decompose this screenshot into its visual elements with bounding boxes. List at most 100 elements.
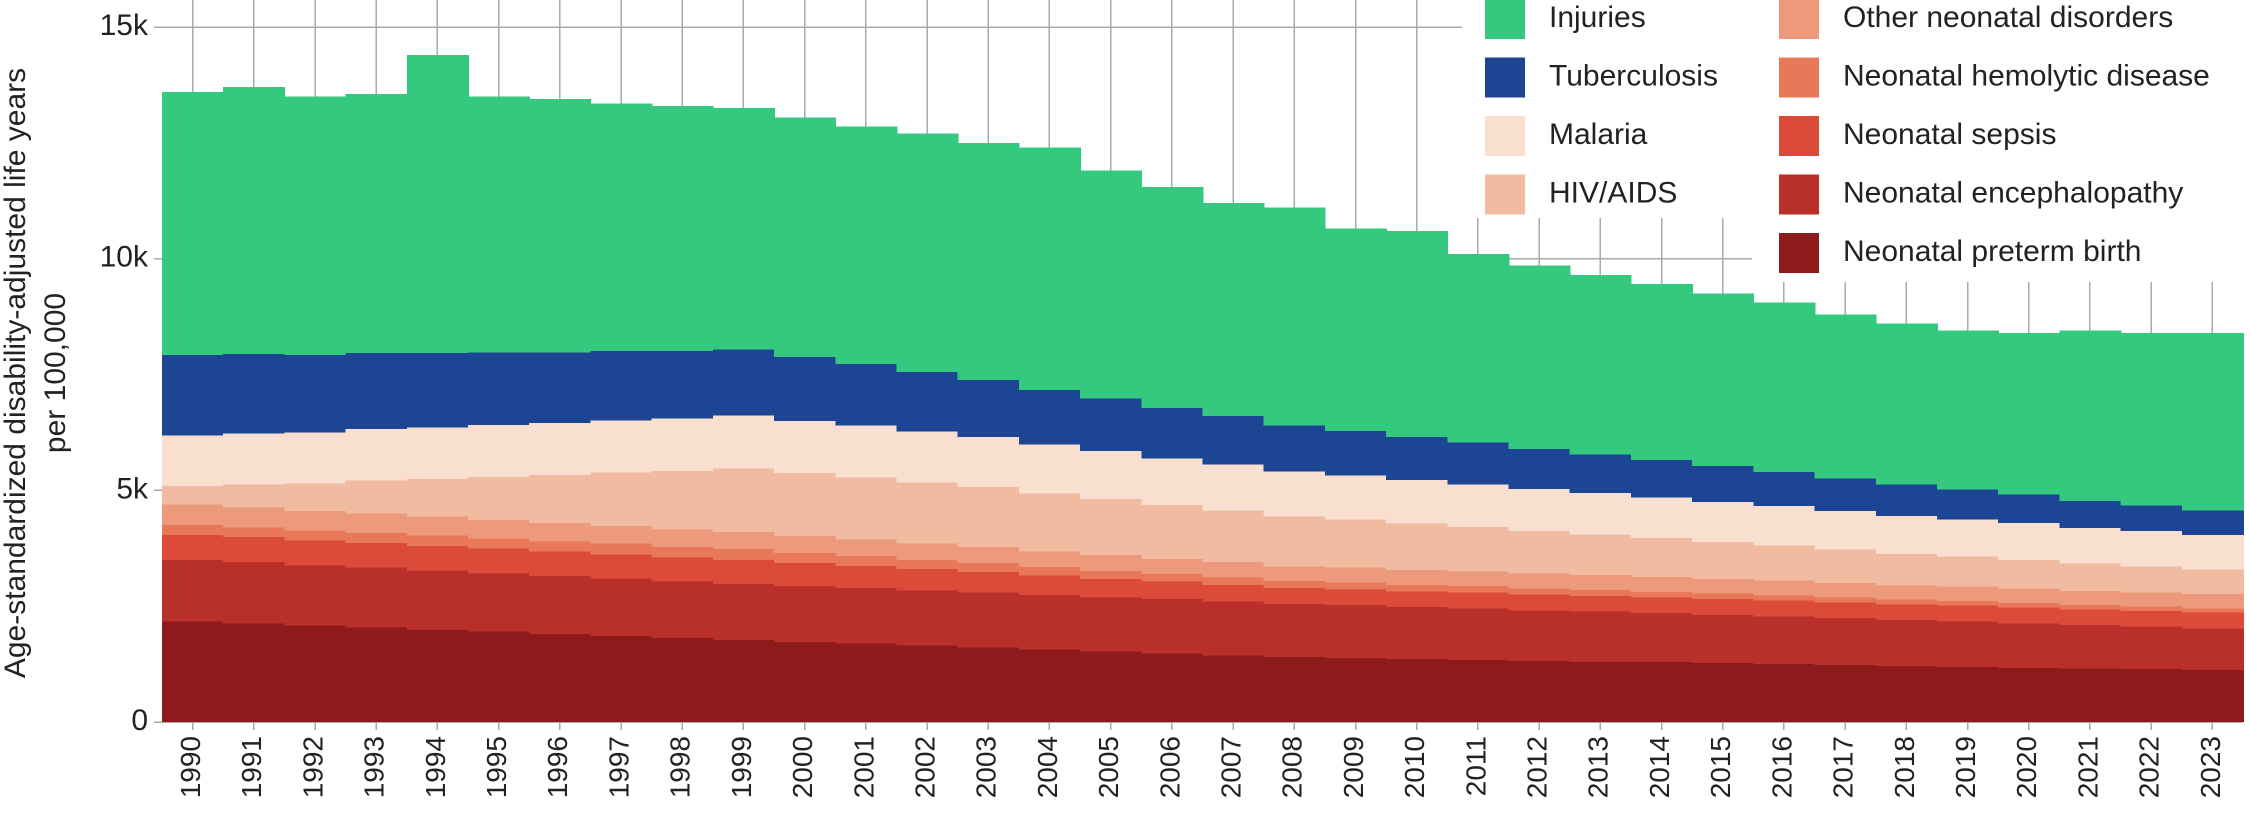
area-segment (1018, 493, 1081, 552)
x-tick-label: 1993 (359, 736, 390, 798)
area-segment (2059, 563, 2122, 591)
legend-swatch (1779, 116, 1819, 156)
area-segment (1080, 398, 1143, 451)
area-segment (2059, 527, 2122, 564)
area-segment (468, 519, 531, 539)
area-segment (2059, 668, 2122, 722)
legend-background (1752, 0, 2250, 282)
area-segment (1263, 588, 1326, 604)
area-segment (712, 549, 775, 560)
area-segment (2059, 330, 2122, 501)
area-segment (468, 476, 531, 520)
area-segment (651, 638, 714, 722)
area-segment (2120, 669, 2183, 722)
area-segment (468, 425, 531, 477)
area-segment (1018, 649, 1081, 722)
area-segment (1630, 613, 1693, 663)
area-segment (2120, 626, 2183, 670)
area-segment (1447, 571, 1510, 587)
area-segment (651, 581, 714, 639)
area-segment (1386, 230, 1449, 438)
area-segment (1080, 170, 1143, 399)
area-segment (1753, 580, 1816, 596)
x-tick-label: 2007 (1215, 736, 1246, 798)
area-segment (406, 516, 469, 536)
x-tick-label: 2001 (848, 736, 879, 798)
x-tick-label: 2004 (1032, 736, 1063, 798)
area-segment (1447, 592, 1510, 609)
area-segment (1936, 556, 1999, 587)
area-segment (1692, 593, 1755, 600)
area-segment (468, 573, 531, 632)
area-segment (1692, 541, 1755, 579)
area-segment (529, 98, 592, 353)
area-segment (1202, 203, 1265, 417)
area-segment (651, 470, 714, 530)
area-segment (957, 142, 1020, 381)
area-segment (774, 473, 837, 537)
area-segment (896, 482, 959, 544)
area-segment (1018, 389, 1081, 445)
area-segment (1141, 574, 1204, 582)
area-segment (345, 627, 408, 722)
area-segment (1692, 293, 1755, 467)
area-segment (2181, 594, 2244, 609)
area-segment (162, 504, 225, 526)
area-segment (1936, 605, 1999, 622)
area-segment (529, 576, 592, 634)
area-segment (1447, 442, 1510, 485)
area-segment (223, 527, 286, 538)
area-segment (1692, 614, 1755, 664)
x-tick-label: 2006 (1154, 736, 1185, 798)
x-tick-label: 1990 (175, 736, 206, 798)
area-segment (1324, 582, 1387, 590)
area-segment (406, 427, 469, 479)
area-segment (1630, 591, 1693, 598)
area-segment (1753, 471, 1816, 507)
area-segment (1202, 562, 1265, 578)
legend-label: Malaria (1549, 118, 1648, 151)
area-segment (2120, 566, 2183, 593)
area-segment (529, 423, 592, 476)
area-segment (1998, 332, 2061, 495)
area-segment (1080, 555, 1143, 571)
area-segment (1386, 607, 1449, 659)
area-segment (345, 429, 408, 481)
area-segment (162, 525, 225, 535)
area-segment (1263, 603, 1326, 658)
area-segment (529, 523, 592, 542)
area-segment (1141, 458, 1204, 506)
area-segment (162, 435, 225, 487)
area-segment (1018, 575, 1081, 596)
area-segment (284, 432, 347, 484)
area-segment (2181, 670, 2244, 722)
area-segment (1202, 464, 1265, 511)
area-segment (1814, 314, 1877, 479)
area-segment (162, 534, 225, 560)
area-segment (1018, 595, 1081, 650)
area-segment (2059, 609, 2122, 626)
area-segment (590, 543, 653, 555)
area-segment (1386, 437, 1449, 481)
area-segment (2059, 625, 2122, 669)
area-segment (284, 511, 347, 531)
area-segment (2120, 332, 2183, 506)
area-segment (835, 425, 898, 478)
area-segment (1141, 581, 1204, 600)
area-segment (1814, 665, 1877, 722)
area-segment (651, 105, 714, 351)
area-segment (896, 645, 959, 722)
area-segment (774, 117, 837, 357)
area-segment (774, 641, 837, 722)
area-segment (590, 420, 653, 473)
area-segment (1753, 302, 1816, 472)
area-segment (957, 487, 1020, 547)
area-segment (162, 91, 225, 356)
area-segment (1141, 599, 1204, 654)
area-segment (223, 484, 286, 508)
area-segment (1141, 653, 1204, 722)
area-segment (1998, 559, 2061, 589)
area-segment (284, 540, 347, 566)
area-segment (957, 380, 1020, 438)
area-segment (651, 546, 714, 558)
